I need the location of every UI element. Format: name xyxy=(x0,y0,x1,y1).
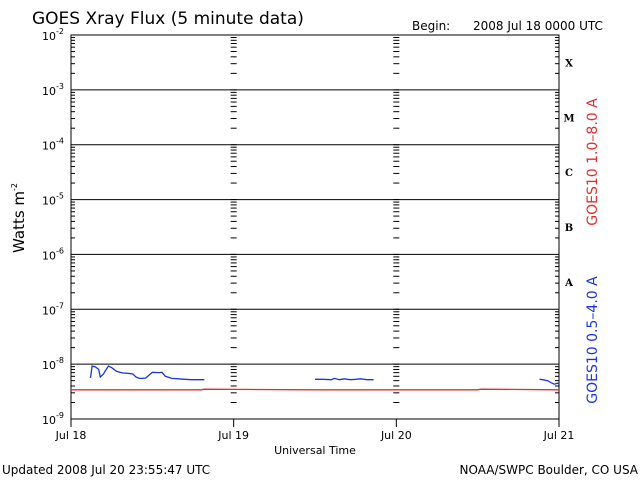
y-tick-labels: 10-2 10-3 10-4 10-5 10-6 10-7 10-8 10-9 xyxy=(42,27,64,427)
y-tick-label: 10-7 xyxy=(42,301,64,317)
y-tick-label: 10-2 xyxy=(42,27,64,43)
x-axis-label: Universal Time xyxy=(274,444,356,457)
x-tick-labels: Jul 18 Jul 19 Jul 20 Jul 21 xyxy=(55,419,575,442)
begin-value: 2008 Jul 18 0000 UTC xyxy=(473,19,603,33)
updated-timestamp: Updated 2008 Jul 20 23:55:47 UTC xyxy=(2,463,210,477)
x-tick-label: Jul 19 xyxy=(217,429,249,442)
flare-class-a: A xyxy=(564,278,573,289)
flare-class-c: C xyxy=(565,168,573,179)
decade-gridlines xyxy=(71,89,559,365)
series-lines xyxy=(71,365,560,391)
x-tick-label: Jul 20 xyxy=(380,429,412,442)
flare-class-m: M xyxy=(563,113,574,124)
flare-class-b: B xyxy=(565,223,573,234)
y-tick-label: 10-6 xyxy=(42,246,64,262)
y-minor-ticks xyxy=(71,37,559,403)
y-tick-label: 10-4 xyxy=(42,137,64,153)
x-tick-label: Jul 21 xyxy=(543,429,575,442)
y-tick-label: 10-8 xyxy=(42,356,64,372)
series-line-0 xyxy=(71,388,560,391)
y-tick-label: 10-5 xyxy=(42,192,64,208)
series-line-1 xyxy=(539,378,560,385)
series-line-1 xyxy=(315,377,374,381)
series-label-short: GOES10 0.5–4.0 A xyxy=(585,276,601,404)
y-tick-label: 10-9 xyxy=(42,411,64,427)
chart-title: GOES Xray Flux (5 minute data) xyxy=(32,9,304,29)
series-line-1 xyxy=(89,365,205,381)
flare-class-labels: X M C B A xyxy=(563,58,574,288)
x-tick-label: Jul 18 xyxy=(55,429,87,442)
day-divider-ticks xyxy=(230,37,400,420)
y-tick-label: 10-3 xyxy=(42,82,64,98)
flare-class-x: X xyxy=(565,58,573,69)
plot-frame xyxy=(70,34,560,420)
source-credit: NOAA/SWPC Boulder, CO USA xyxy=(460,463,639,477)
y-axis-label: Watts m-2 xyxy=(10,183,28,253)
begin-label: Begin: xyxy=(412,19,450,33)
series-label-long: GOES10 1.0–8.0 A xyxy=(585,98,601,226)
